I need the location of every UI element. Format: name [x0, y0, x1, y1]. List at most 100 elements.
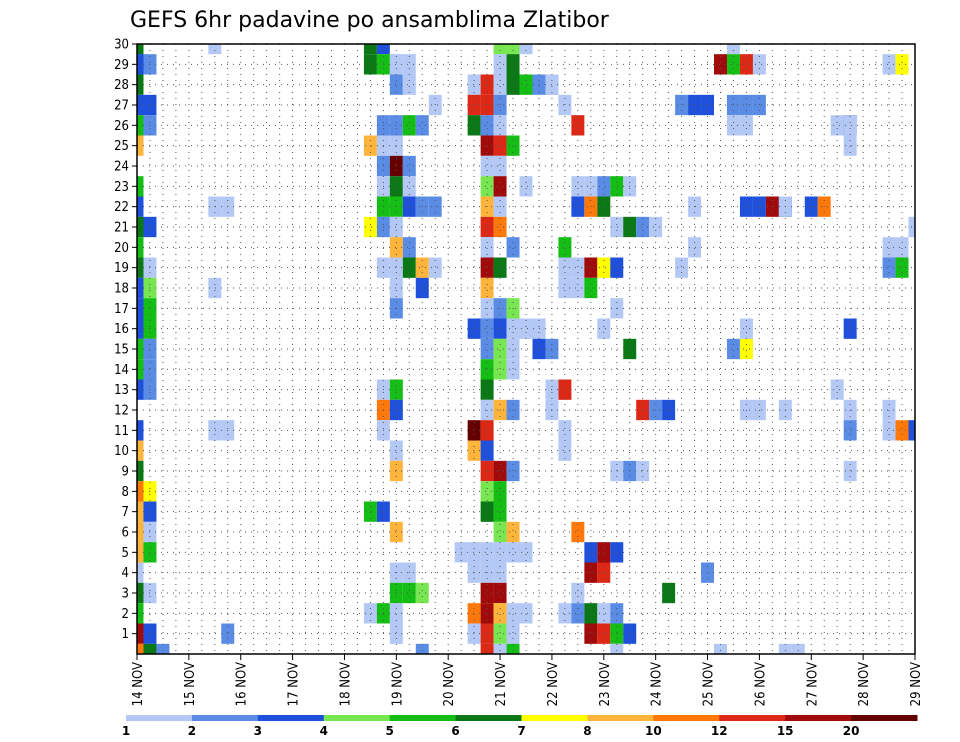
heatmap-cell — [610, 542, 624, 563]
heatmap-cell — [415, 115, 429, 136]
heatmap-cell — [389, 399, 403, 421]
heatmap-cell — [137, 623, 144, 644]
heatmap-cell — [493, 54, 507, 75]
heatmap-cell — [610, 216, 624, 238]
colorbar-swatch — [653, 715, 720, 721]
colorbar-swatch — [323, 715, 391, 721]
heatmap-cell — [532, 318, 546, 339]
heatmap-cell — [571, 582, 585, 604]
x-tick-label: 21 NOV — [494, 662, 509, 706]
heatmap-cell — [376, 44, 390, 55]
heatmap-cell — [389, 440, 403, 461]
y-tick-label: 24 — [114, 160, 129, 175]
heatmap-cell — [137, 542, 144, 563]
y-tick-label: 27 — [114, 99, 129, 114]
y-tick-label: 25 — [114, 139, 129, 154]
y-tick-label: 7 — [122, 505, 129, 520]
heatmap-cell — [506, 318, 520, 339]
y-tick-label: 6 — [122, 526, 129, 541]
colorbar-label: 2 — [188, 724, 196, 738]
colorbar-swatch — [257, 715, 325, 721]
x-axis-ticks: 14 NOV 15 NOV 16 NOV 17 NOV 18 NOV 19 NOV 20 N… — [131, 654, 924, 706]
heatmap-cell — [137, 643, 144, 654]
heatmap-cell — [739, 318, 753, 339]
x-tick-label: 26 NOV — [753, 662, 768, 706]
heatmap-cell — [675, 257, 689, 278]
heatmap-cell — [571, 115, 585, 136]
x-tick-label: 29 NOV — [909, 662, 924, 706]
heatmap-cell — [506, 44, 520, 55]
heatmap-cell — [389, 582, 403, 604]
heatmap-cell — [519, 318, 533, 339]
heatmap-cell — [584, 257, 598, 278]
heatmap-cell — [791, 643, 805, 654]
heatmap-cell — [830, 115, 844, 136]
x-tick-label: 28 NOV — [857, 662, 872, 706]
heatmap-cell — [739, 399, 753, 421]
x-tick-label: 14 NOV — [131, 662, 146, 706]
heatmap-cell — [389, 277, 403, 299]
colorbar-label: 6 — [451, 724, 459, 738]
x-tick-label: 16 NOV — [235, 662, 250, 706]
x-tick-label: 27 NOV — [805, 662, 820, 706]
heatmap-cell — [493, 176, 507, 197]
heatmap-cell — [726, 115, 740, 136]
heatmap-cell — [137, 562, 144, 583]
chart-title: GEFS 6hr padavine po ansamblima Zlatibor — [130, 8, 610, 33]
heatmap-cell — [480, 237, 494, 258]
colorbar-swatch — [455, 715, 522, 721]
heatmap-cell — [571, 521, 585, 543]
heatmap-cell — [584, 603, 598, 624]
heatmap-cell — [480, 542, 494, 563]
heatmap-cell — [558, 277, 572, 299]
heatmap-cell — [467, 420, 481, 441]
heatmap-cell — [506, 54, 520, 75]
heatmap-cell — [519, 603, 533, 624]
colorbar-label: 15 — [777, 724, 794, 738]
y-tick-label: 17 — [114, 302, 129, 317]
y-tick-label: 30 — [114, 38, 129, 53]
cells-layer — [137, 44, 915, 654]
heatmap-cell — [830, 379, 844, 400]
heatmap-cell — [137, 94, 144, 116]
heatmap-cell — [137, 176, 144, 197]
y-tick-label: 5 — [122, 546, 129, 561]
heatmap-cell — [208, 44, 222, 55]
heatmap-cell — [506, 237, 520, 258]
y-tick-label: 12 — [114, 404, 129, 419]
heatmap-cell — [415, 582, 429, 604]
x-tick-label: 23 NOV — [598, 662, 613, 706]
heatmap-cell — [480, 115, 494, 136]
y-tick-label: 11 — [114, 424, 129, 439]
heatmap-cell — [506, 359, 520, 380]
heatmap-cell — [519, 44, 533, 55]
heatmap-cell — [493, 155, 507, 177]
heatmap-cell — [415, 257, 429, 278]
colorbar-label: 7 — [517, 724, 525, 738]
y-tick-label: 26 — [114, 119, 129, 134]
y-tick-label: 29 — [114, 58, 129, 73]
heatmap-cell — [389, 379, 403, 400]
heatmap-cell — [208, 277, 222, 299]
x-tick-label: 20 NOV — [442, 662, 457, 706]
heatmap-cell — [480, 501, 494, 522]
heatmap-cell — [480, 359, 494, 380]
heatmap-cell — [895, 257, 909, 278]
heatmap-cell — [137, 115, 144, 136]
heatmap-cell — [597, 176, 611, 197]
heatmap-cell — [137, 298, 144, 319]
heatmap-cell — [389, 54, 403, 75]
heatmap-cell — [389, 237, 403, 258]
heatmap-cell — [493, 542, 507, 563]
heatmap-cell — [558, 257, 572, 278]
heatmap-cell — [493, 216, 507, 238]
heatmap-cell — [363, 135, 377, 156]
heatmap-cell — [506, 643, 520, 654]
heatmap-cell — [610, 176, 624, 197]
heatmap-cell — [389, 216, 403, 238]
grid-layer — [137, 44, 915, 654]
x-tick-label: 25 NOV — [702, 662, 717, 706]
heatmap-cell — [493, 338, 507, 360]
heatmap-cell — [143, 643, 157, 654]
colorbar-swatch — [126, 715, 193, 721]
